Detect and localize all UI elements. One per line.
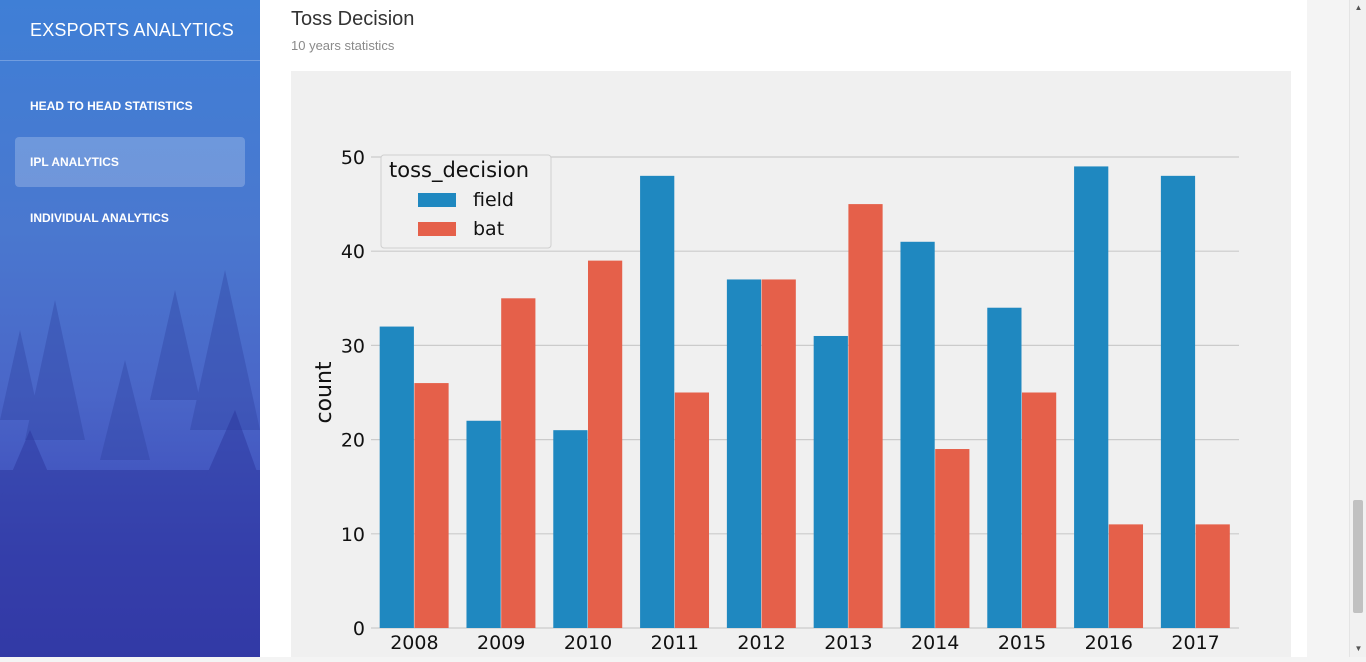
main-content: Toss Decision 10 years statistics 0 10 20 3…: [260, 0, 1307, 657]
x-tick-label: 2011: [651, 632, 699, 654]
bar-field-2010: [553, 430, 588, 628]
x-tick-label: 2013: [824, 632, 872, 654]
brand-title[interactable]: EXSPORTS ANALYTICS: [0, 0, 260, 61]
sidebar-item-individual-analytics[interactable]: INDIVIDUAL ANALYTICS: [30, 211, 169, 225]
bar-bat-2012: [761, 279, 796, 628]
x-tick-label: 2010: [564, 632, 612, 654]
bar-field-2012: [726, 279, 762, 628]
bar-field-2008: [379, 326, 414, 628]
legend-label-bat: bat: [473, 218, 504, 240]
bar-field-2016: [1074, 166, 1109, 629]
bar-field-2017: [1160, 175, 1196, 628]
scroll-thumb[interactable]: [1353, 500, 1363, 613]
x-tick-label: 2009: [477, 632, 525, 654]
y-tick-label: 50: [341, 147, 365, 169]
bar-bat-2015: [1022, 392, 1057, 628]
bar-field-2014: [900, 241, 935, 628]
scroll-up-arrow-icon[interactable]: ▲: [1354, 3, 1363, 12]
forest-background: [0, 270, 260, 657]
x-tick-label: 2017: [1171, 632, 1219, 654]
chart-svg: 0 10 20 30 40 50 count 2008 2009 2010 2011 2012 2013…: [291, 71, 1291, 657]
bar-bat-2009: [501, 298, 536, 628]
legend-swatch-bat: [418, 222, 456, 236]
bar-bat-2011: [674, 392, 710, 628]
x-tick-label: 2014: [911, 632, 959, 654]
bar-field-2009: [466, 420, 501, 628]
y-tick-label: 20: [341, 430, 365, 452]
card-subtitle: 10 years statistics: [291, 38, 395, 53]
y-tick-label: 0: [353, 618, 365, 640]
x-tick-label: 2016: [1085, 632, 1133, 654]
bar-bat-2010: [588, 260, 623, 628]
vertical-scrollbar[interactable]: ▲ ▼: [1349, 0, 1366, 657]
bar-field-2011: [640, 175, 675, 628]
y-tick-label: 40: [341, 241, 365, 263]
card-title: Toss Decision: [291, 8, 415, 30]
y-tick-label: 10: [341, 524, 365, 546]
sidebar-item-head-to-head[interactable]: HEAD TO HEAD STATISTICS: [30, 99, 193, 113]
scroll-down-arrow-icon[interactable]: ▼: [1354, 644, 1363, 653]
sidebar: EXSPORTS ANALYTICS HEAD TO HEAD STATISTI…: [0, 0, 260, 657]
y-axis-label: count: [312, 361, 337, 423]
bar-bat-2008: [414, 383, 449, 628]
bar-field-2015: [987, 307, 1022, 628]
bar-bat-2014: [935, 449, 970, 628]
sidebar-item-ipl-analytics[interactable]: IPL ANALYTICS: [15, 137, 245, 187]
bar-bat-2013: [848, 204, 883, 628]
x-tick-label: 2008: [390, 632, 438, 654]
legend-title: toss_decision: [389, 158, 529, 183]
sidebar-nav: HEAD TO HEAD STATISTICS IPL ANALYTICS IN…: [0, 61, 260, 243]
x-tick-label: 2012: [737, 632, 785, 654]
legend-label-field: field: [473, 189, 514, 211]
page-gutter: [1307, 0, 1349, 657]
x-tick-label: 2015: [998, 632, 1046, 654]
bar-field-2013: [813, 335, 848, 628]
y-tick-label: 30: [341, 335, 365, 357]
toss-decision-chart: 0 10 20 30 40 50 count 2008 2009 2010 2011 2012 2013…: [291, 71, 1291, 657]
legend-swatch-field: [418, 193, 456, 207]
bar-bat-2016: [1108, 524, 1144, 628]
bar-bat-2017: [1195, 524, 1230, 628]
